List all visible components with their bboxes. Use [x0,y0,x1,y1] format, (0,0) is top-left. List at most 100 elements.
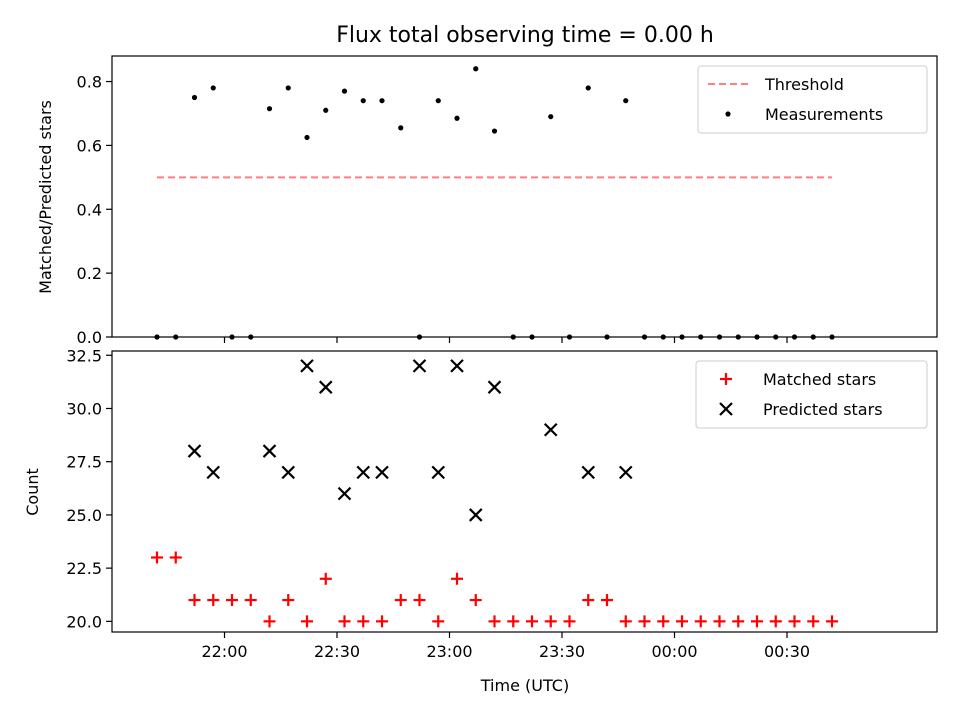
x-tick-label: 00:00 [651,642,697,661]
measurement-point [810,334,816,340]
measurement-point [585,85,591,91]
measurement-point [416,334,423,340]
ratio-legend-box [697,65,928,134]
predicted-star-point [206,465,221,480]
x-tick-label: 22:00 [201,642,247,661]
ratio-panel: 0.00.20.40.60.8 Matched/Predicted stars … [36,55,938,347]
measurement-point [679,334,685,340]
measurement-point [304,134,310,141]
ratio-marks [154,66,835,340]
measurement-point [529,334,535,340]
matched-star-point [207,594,220,607]
measurement-point [341,88,348,94]
measurement-point [566,334,573,340]
measurement-point [735,334,741,340]
matched-star-point [169,551,182,564]
measurement-point [435,98,441,104]
measurement-point [604,334,610,340]
matched-star-point [469,594,482,607]
predicted-star-point [412,359,427,373]
count-y-tick-label: 20.0 [66,612,102,631]
count-panel: 20.0 22.5 25.0 27.5 30.0 32.5 22:00 22:30 23:00… [23,346,938,695]
measurement-point [379,98,385,104]
matched-star-point [413,594,426,607]
matched-star-point [282,594,295,607]
predicted-star-point [543,422,558,437]
predicted-star-point [300,359,314,373]
matched-star-point [676,615,688,628]
matched-star-point [451,572,463,585]
measurement-point [398,125,404,131]
measurement-point [754,334,760,340]
measurement-point [473,66,479,72]
x-tick-label: 23:30 [539,642,585,661]
predicted-star-point [468,508,483,522]
matched-star-point [338,615,351,628]
measurement-point [623,98,629,104]
matched-star-point [807,615,820,628]
matched-star-point [376,615,388,628]
count-y-tick-label: 22.5 [66,559,102,578]
x-tick-label: 23:00 [426,642,472,661]
measurement-point [248,334,254,340]
matched-star-point [826,615,838,628]
count-y-tick-label: 32.5 [66,346,102,365]
measurement-point [173,334,179,340]
ratio-y-ticks: 0.0 0.2 0.4 0.6 0.8 [77,73,112,347]
measurement-point [154,334,160,340]
matched-star-point [432,615,445,628]
measurement-point [510,334,516,340]
legend-threshold-label: Threshold [764,75,844,94]
matched-star-point [188,594,201,607]
matched-star-point [732,615,745,628]
predicted-star-point [618,465,633,480]
matched-star-point [394,594,407,607]
matched-star-point [507,615,520,628]
matched-star-point [601,594,613,607]
matched-star-point [769,615,782,628]
ratio-y-axis-label: Matched/Predicted stars [36,100,55,294]
legend-measurements-label: Measurements [765,105,883,124]
ratio-y-tick-label: 0.6 [77,136,102,155]
legend-measurements-swatch [725,111,731,117]
count-y-tick-label: 27.5 [66,453,102,472]
count-x-ticks: 22:00 22:30 23:00 23:30 00:00 00:30 [201,632,810,661]
ratio-y-tick-label: 0.4 [77,200,102,219]
predicted-star-point [262,444,277,458]
ratio-y-tick-label: 0.0 [77,328,102,347]
predicted-star-point [375,465,389,480]
matched-star-point [488,615,501,628]
measurement-point [285,85,291,91]
x-tick-label: 22:30 [314,642,360,661]
predicted-star-point [281,465,296,480]
matched-star-point [244,594,257,607]
measurement-point [210,85,216,91]
measurement-point [229,334,235,340]
measurement-point [191,94,198,101]
measurement-point [829,334,835,340]
count-y-ticks: 20.0 22.5 25.0 27.5 30.0 32.5 [66,346,112,631]
predicted-star-point [337,486,352,501]
matched-star-point [619,615,632,628]
measurement-point [773,334,779,340]
matched-star-point [751,615,763,628]
measurement-point [360,98,366,104]
matched-star-point [526,615,538,628]
matched-star-point [657,615,670,628]
matched-star-point [357,615,370,628]
chart-title: Flux total observing time = 0.00 h [336,23,714,48]
matched-star-point [319,572,332,585]
ratio-axes-frame [111,55,938,338]
predicted-star-point [450,359,464,373]
count-axes-frame [111,350,938,633]
matched-star-point [226,594,238,607]
legend-matched-swatch [720,373,732,385]
legend-predicted-label: Predicted stars [763,400,883,419]
matched-star-point [713,615,726,628]
measurement-point [454,115,460,121]
legend-matched-label: Matched stars [763,370,876,389]
count-y-axis-label: Count [23,468,42,516]
matched-star-point [563,615,576,628]
legend-predicted-swatch [719,402,733,416]
